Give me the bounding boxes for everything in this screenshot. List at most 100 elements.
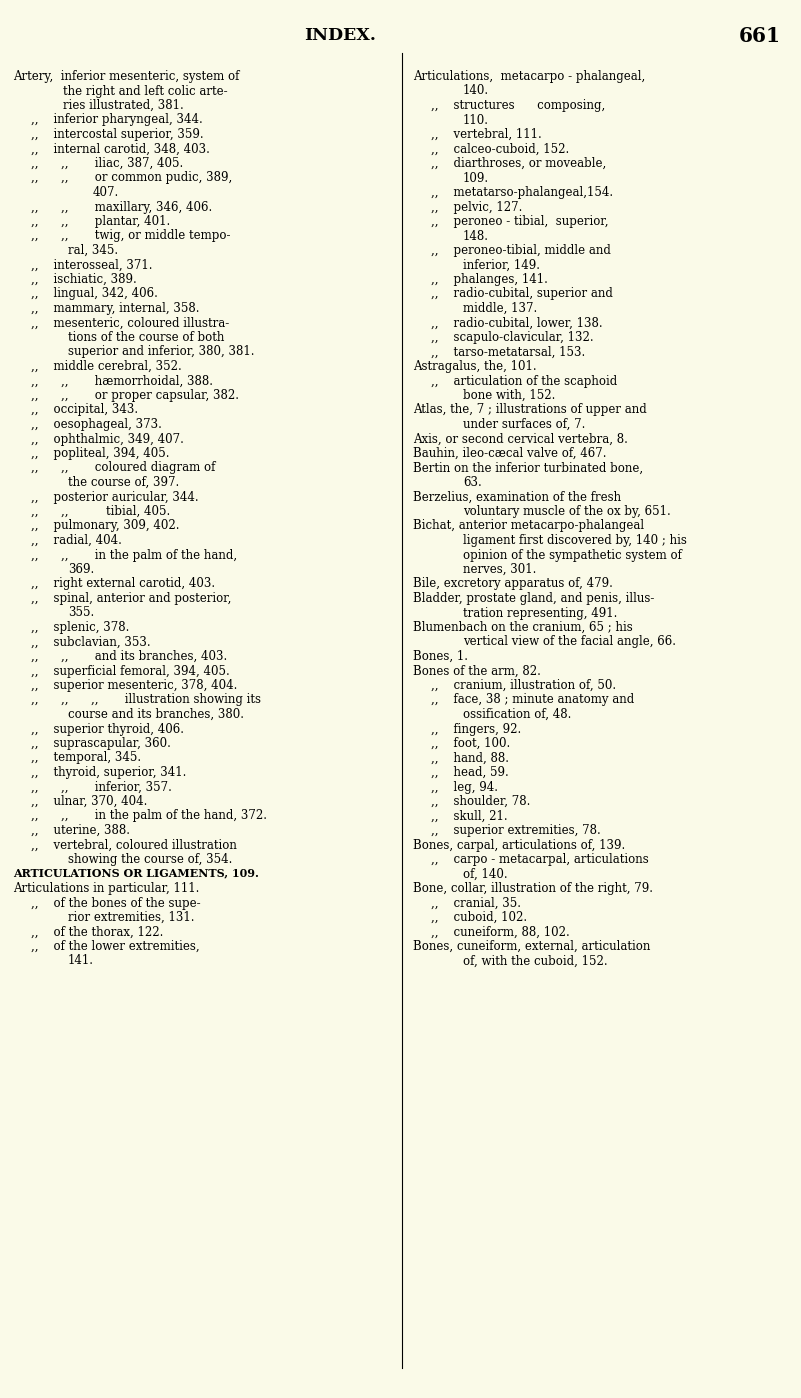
Text: ,,      ,,       or common pudic, 389,: ,, ,, or common pudic, 389, [31,172,232,185]
Text: 407.: 407. [93,186,119,199]
Text: ,,    skull, 21.: ,, skull, 21. [431,809,508,822]
Text: ,,    calceo-cuboid, 152.: ,, calceo-cuboid, 152. [431,143,570,155]
Text: rior extremities, 131.: rior extremities, 131. [68,911,195,924]
Text: ,,      ,,       in the palm of the hand,: ,, ,, in the palm of the hand, [31,548,237,562]
Text: Bones, 1.: Bones, 1. [413,650,468,663]
Text: ,,    spinal, anterior and posterior,: ,, spinal, anterior and posterior, [31,591,231,605]
Text: ,,      ,,       hæmorrhoidal, 388.: ,, ,, hæmorrhoidal, 388. [31,375,213,387]
Text: Bones of the arm, 82.: Bones of the arm, 82. [413,664,541,678]
Text: middle, 137.: middle, 137. [463,302,537,315]
Text: ,,      ,,          tibial, 405.: ,, ,, tibial, 405. [31,505,171,519]
Text: ,,    of the thorax, 122.: ,, of the thorax, 122. [31,925,163,938]
Text: inferior, 149.: inferior, 149. [463,259,540,271]
Text: ,,    of the bones of the supe-: ,, of the bones of the supe- [31,896,200,910]
Text: ,,    foot, 100.: ,, foot, 100. [431,737,510,749]
Text: under surfaces of, 7.: under surfaces of, 7. [463,418,586,431]
Text: 661: 661 [739,27,781,46]
Text: ,,    ischiatic, 389.: ,, ischiatic, 389. [31,273,137,287]
Text: Axis, or second cervical vertebra, 8.: Axis, or second cervical vertebra, 8. [413,432,628,446]
Text: ,,    structures      composing,: ,, structures composing, [431,99,606,112]
Text: ,,    uterine, 388.: ,, uterine, 388. [31,823,130,837]
Text: ,,    temporal, 345.: ,, temporal, 345. [31,752,141,765]
Text: ,,      ,,       coloured diagram of: ,, ,, coloured diagram of [31,461,215,474]
Text: ,,    scapulo-clavicular, 132.: ,, scapulo-clavicular, 132. [431,331,594,344]
Text: ,,    tarso-metatarsal, 153.: ,, tarso-metatarsal, 153. [431,345,586,358]
Text: nerves, 301.: nerves, 301. [463,563,537,576]
Text: ossification of, 48.: ossification of, 48. [463,707,571,721]
Text: Bones, cuneiform, external, articulation: Bones, cuneiform, external, articulation [413,939,650,953]
Text: 141.: 141. [68,955,94,967]
Text: Articulations in particular, 111.: Articulations in particular, 111. [13,882,199,895]
Text: 369.: 369. [68,563,95,576]
Text: ,,      ,,       and its branches, 403.: ,, ,, and its branches, 403. [31,650,227,663]
Text: ,,    vertebral, 111.: ,, vertebral, 111. [431,129,541,141]
Text: ,,    splenic, 378.: ,, splenic, 378. [31,621,130,635]
Text: ,,    right external carotid, 403.: ,, right external carotid, 403. [31,577,215,590]
Text: showing the course of, 354.: showing the course of, 354. [68,853,232,865]
Text: Bladder, prostate gland, and penis, illus-: Bladder, prostate gland, and penis, illu… [413,591,654,605]
Text: ,,    ophthalmic, 349, 407.: ,, ophthalmic, 349, 407. [31,432,184,446]
Text: ,,    interosseal, 371.: ,, interosseal, 371. [31,259,152,271]
Text: ,,    metatarso-phalangeal,154.: ,, metatarso-phalangeal,154. [431,186,613,199]
Text: ,,      ,,       maxillary, 346, 406.: ,, ,, maxillary, 346, 406. [31,200,212,214]
Text: ,,    oesophageal, 373.: ,, oesophageal, 373. [31,418,162,431]
Text: Atlas, the, 7 ; illustrations of upper and: Atlas, the, 7 ; illustrations of upper a… [413,404,646,417]
Text: ,,    peroneo-tibial, middle and: ,, peroneo-tibial, middle and [431,245,611,257]
Text: ,,    cranium, illustration of, 50.: ,, cranium, illustration of, 50. [431,679,616,692]
Text: Bauhin, ileo-cæcal valve of, 467.: Bauhin, ileo-cæcal valve of, 467. [413,447,606,460]
Text: 355.: 355. [68,607,95,619]
Text: ,,    subclavian, 353.: ,, subclavian, 353. [31,636,151,649]
Text: ,,    mammary, internal, 358.: ,, mammary, internal, 358. [31,302,199,315]
Text: ,,      ,,       in the palm of the hand, 372.: ,, ,, in the palm of the hand, 372. [31,809,267,822]
Text: course and its branches, 380.: course and its branches, 380. [68,707,244,721]
Text: 110.: 110. [463,113,489,126]
Text: ,,      ,,       iliac, 387, 405.: ,, ,, iliac, 387, 405. [31,157,183,171]
Text: ,,    phalanges, 141.: ,, phalanges, 141. [431,273,548,287]
Text: ,,    inferior pharyngeal, 344.: ,, inferior pharyngeal, 344. [31,113,203,126]
Text: 109.: 109. [463,172,489,185]
Text: Bone, collar, illustration of the right, 79.: Bone, collar, illustration of the right,… [413,882,653,895]
Text: ,,    thyroid, superior, 341.: ,, thyroid, superior, 341. [31,766,187,779]
Text: ,,    cuneiform, 88, 102.: ,, cuneiform, 88, 102. [431,925,570,938]
Text: ,,    suprascapular, 360.: ,, suprascapular, 360. [31,737,171,749]
Text: ,,    superficial femoral, 394, 405.: ,, superficial femoral, 394, 405. [31,664,230,678]
Text: ,,    pelvic, 127.: ,, pelvic, 127. [431,200,522,214]
Text: ,,    carpo - metacarpal, articulations: ,, carpo - metacarpal, articulations [431,853,649,865]
Text: ,,    ulnar, 370, 404.: ,, ulnar, 370, 404. [31,795,147,808]
Text: Berzelius, examination of the fresh: Berzelius, examination of the fresh [413,491,621,503]
Text: Blumenbach on the cranium, 65 ; his: Blumenbach on the cranium, 65 ; his [413,621,633,635]
Text: ,,    face, 38 ; minute anatomy and: ,, face, 38 ; minute anatomy and [431,693,634,706]
Text: ,,    vertebral, coloured illustration: ,, vertebral, coloured illustration [31,839,237,851]
Text: ,,      ,,       twig, or middle tempo-: ,, ,, twig, or middle tempo- [31,229,231,242]
Text: ,,    head, 59.: ,, head, 59. [431,766,509,779]
Text: Articulations,  metacarpo - phalangeal,: Articulations, metacarpo - phalangeal, [413,70,646,82]
Text: ,,    articulation of the scaphoid: ,, articulation of the scaphoid [431,375,618,387]
Text: Bones, carpal, articulations of, 139.: Bones, carpal, articulations of, 139. [413,839,626,851]
Text: the right and left colic arte-: the right and left colic arte- [63,84,227,98]
Text: ,,    popliteal, 394, 405.: ,, popliteal, 394, 405. [31,447,170,460]
Text: of, 140.: of, 140. [463,868,508,881]
Text: ,,      ,,       inferior, 357.: ,, ,, inferior, 357. [31,780,172,794]
Text: ,,    fingers, 92.: ,, fingers, 92. [431,723,521,735]
Text: ,,    cranial, 35.: ,, cranial, 35. [431,896,521,910]
Text: tration representing, 491.: tration representing, 491. [463,607,618,619]
Text: Bile, excretory apparatus of, 479.: Bile, excretory apparatus of, 479. [413,577,613,590]
Text: ,,    shoulder, 78.: ,, shoulder, 78. [431,795,530,808]
Text: ,,    superior mesenteric, 378, 404.: ,, superior mesenteric, 378, 404. [31,679,237,692]
Text: ,,    superior thyroid, 406.: ,, superior thyroid, 406. [31,723,184,735]
Text: bone with, 152.: bone with, 152. [463,389,555,403]
Text: ,,    posterior auricular, 344.: ,, posterior auricular, 344. [31,491,199,503]
Text: of, with the cuboid, 152.: of, with the cuboid, 152. [463,955,608,967]
Text: opinion of the sympathetic system of: opinion of the sympathetic system of [463,548,682,562]
Text: ,,    peroneo - tibial,  superior,: ,, peroneo - tibial, superior, [431,215,609,228]
Text: ral, 345.: ral, 345. [68,245,118,257]
Text: superior and inferior, 380, 381.: superior and inferior, 380, 381. [68,345,255,358]
Text: 140.: 140. [463,84,489,98]
Text: the course of, 397.: the course of, 397. [68,475,179,489]
Text: ,,    hand, 88.: ,, hand, 88. [431,752,509,765]
Text: 148.: 148. [463,229,489,242]
Text: Artery,  inferior mesenteric, system of: Artery, inferior mesenteric, system of [13,70,239,82]
Text: ligament first discovered by, 140 ; his: ligament first discovered by, 140 ; his [463,534,687,547]
Text: ,,    diarthroses, or moveable,: ,, diarthroses, or moveable, [431,157,606,171]
Text: ARTICULATIONS OR LIGAMENTS, 109.: ARTICULATIONS OR LIGAMENTS, 109. [13,868,259,878]
